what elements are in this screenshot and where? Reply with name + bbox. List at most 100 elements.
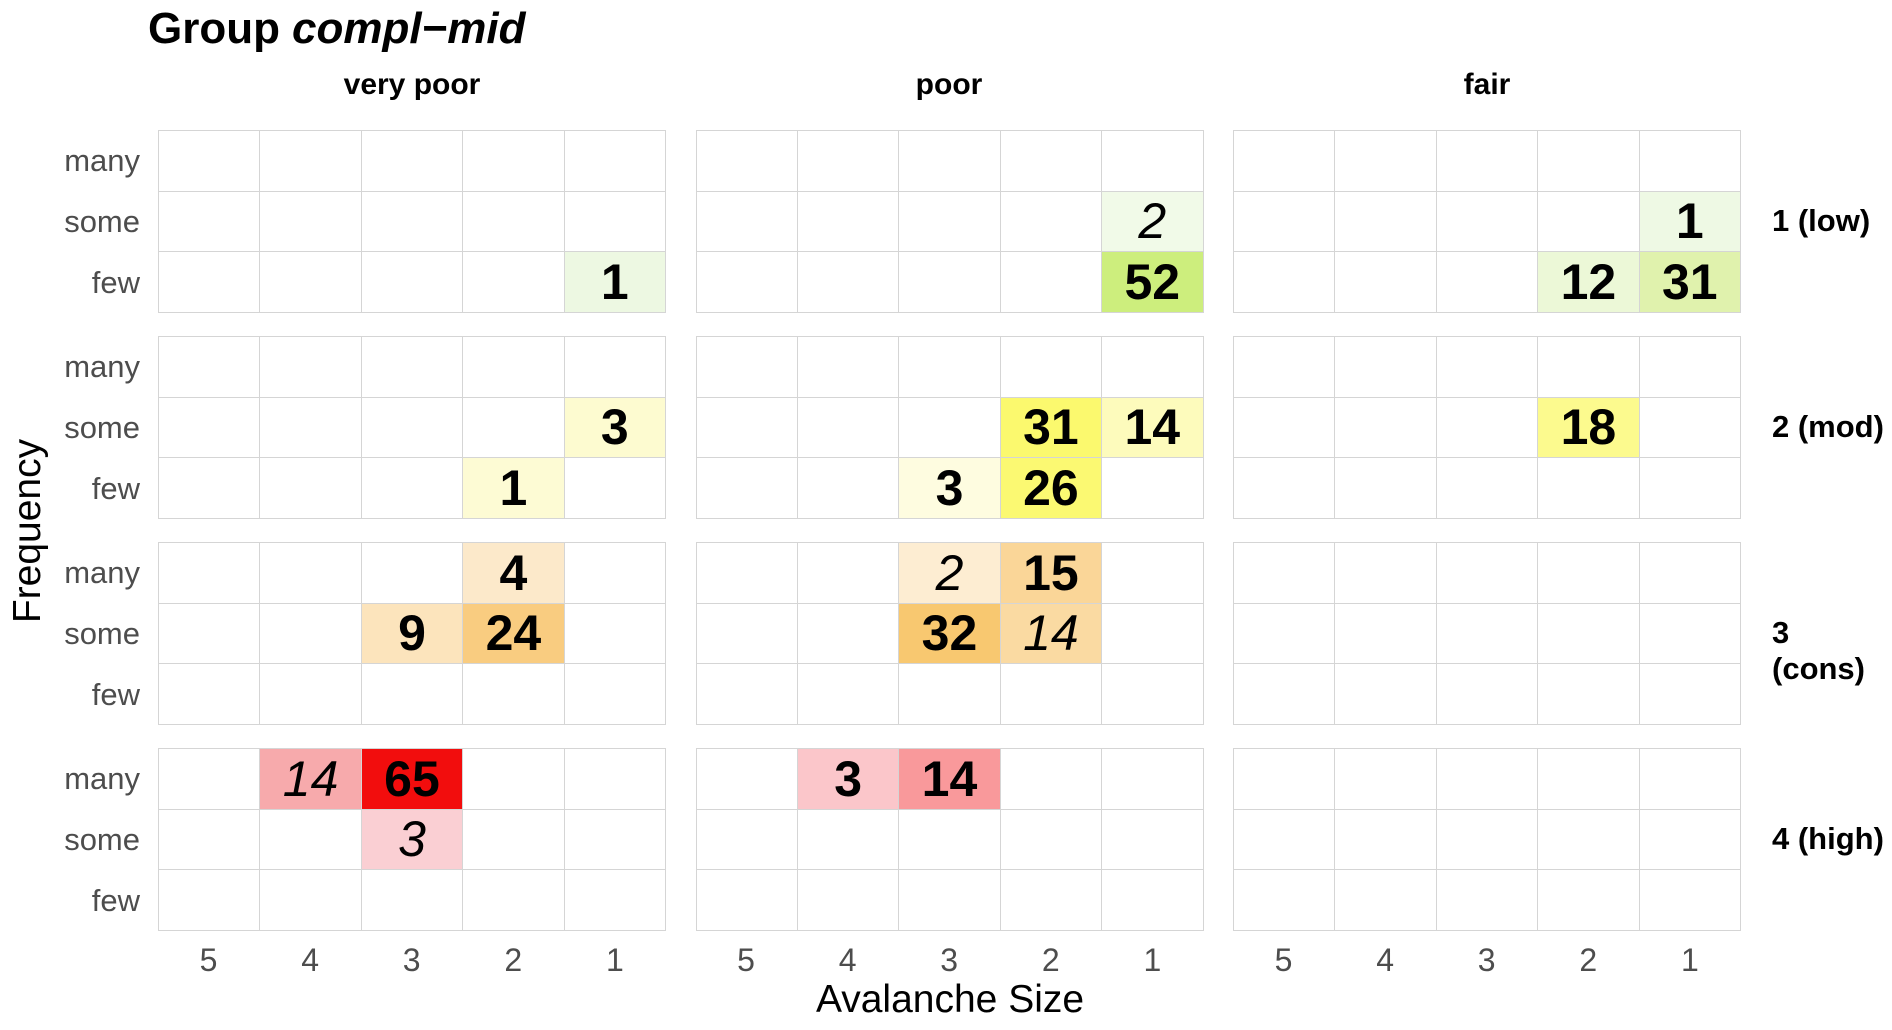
heatmap-cell-empty <box>1436 603 1538 664</box>
heatmap-cell-empty <box>696 191 797 252</box>
heatmap-cell-empty <box>1234 664 1335 724</box>
heatmap-cell-empty <box>1639 397 1740 458</box>
heatmap-cell-empty <box>1639 870 1740 930</box>
heatmap-cell-empty <box>1000 252 1102 312</box>
facet-panel: 1 <box>158 130 666 313</box>
heatmap-cell-empty <box>1000 337 1102 397</box>
y-axis-category-label: some <box>64 204 140 239</box>
heatmap-cell-empty <box>260 397 361 458</box>
heatmap-cell-empty <box>361 543 463 603</box>
x-axis-tick-label: 3 <box>402 942 421 978</box>
heatmap-cell-empty <box>463 252 564 312</box>
x-axis-tick-label: 1 <box>1143 942 1162 978</box>
x-axis-tick-label: 2 <box>1579 942 1598 978</box>
heatmap-cell-empty <box>564 337 665 397</box>
facet-panel: 18 <box>1233 336 1741 519</box>
heatmap-cell-empty <box>260 337 361 397</box>
heatmap-cell-empty <box>564 603 665 664</box>
heatmap-cell-empty <box>361 131 463 191</box>
heatmap-cell-empty <box>1335 749 1436 809</box>
heatmap-cell-empty <box>1000 749 1102 809</box>
heatmap-cell: 9 <box>361 603 463 664</box>
heatmap-cell-empty <box>1000 664 1102 724</box>
heatmap-cell-empty <box>1234 252 1335 312</box>
heatmap-cell-empty <box>564 749 665 809</box>
facet-panel: 31 14 3 26 <box>695 336 1204 519</box>
facet-column-header-fair: fair <box>1463 68 1511 101</box>
facet-panel <box>1233 748 1741 931</box>
heatmap-cell-empty <box>260 664 361 724</box>
heatmap-cell-empty <box>797 458 899 518</box>
heatmap-cell-empty <box>1538 809 1639 870</box>
heatmap-cell-empty <box>463 809 564 870</box>
heatmap-cell-empty <box>1538 337 1639 397</box>
heatmap-cell-empty <box>696 749 797 809</box>
heatmap-cell-empty <box>463 337 564 397</box>
heatmap-cell-empty <box>1538 543 1639 603</box>
y-axis-category-label: many <box>64 761 140 796</box>
heatmap-cell: 14 <box>260 749 361 809</box>
heatmap-cell-empty <box>899 809 1000 870</box>
heatmap-cell-empty <box>696 603 797 664</box>
heatmap-cell-empty <box>1436 337 1538 397</box>
heatmap-cell-empty <box>260 131 361 191</box>
heatmap-cell-empty <box>1436 749 1538 809</box>
heatmap-cell-empty <box>1335 131 1436 191</box>
heatmap-cell-empty <box>159 337 260 397</box>
heatmap-cell-empty <box>463 191 564 252</box>
heatmap-cell-empty <box>159 191 260 252</box>
heatmap-cell: 14 <box>1000 603 1102 664</box>
y-axis-category-label: some <box>64 616 140 651</box>
heatmap-cell: 3 <box>361 809 463 870</box>
heatmap-cell-empty <box>159 870 260 930</box>
facet-panel <box>1233 542 1741 725</box>
heatmap-cell: 1 <box>564 252 665 312</box>
heatmap-cell-empty <box>1234 603 1335 664</box>
heatmap-cell-empty <box>564 809 665 870</box>
heatmap-cell-empty <box>1639 337 1740 397</box>
heatmap-cell: 14 <box>1102 397 1203 458</box>
y-axis-category-label: many <box>64 349 140 384</box>
heatmap-cell-empty <box>1639 809 1740 870</box>
heatmap-cell: 31 <box>1639 252 1740 312</box>
heatmap-cell-empty <box>1102 664 1203 724</box>
heatmap-cell-empty <box>1639 543 1740 603</box>
heatmap-cell-empty <box>1538 870 1639 930</box>
facet-row-label-cons: 3 (cons) <box>1772 615 1865 686</box>
chart-title: Group compl−mid <box>148 4 525 54</box>
heatmap-cell-empty <box>1335 252 1436 312</box>
heatmap-cell-empty <box>1234 337 1335 397</box>
x-axis-tick-label: 5 <box>1274 942 1293 978</box>
x-axis-title: Avalanche Size <box>815 978 1085 1021</box>
x-axis-tick-label: 2 <box>1041 942 1060 978</box>
heatmap-cell-empty <box>1102 543 1203 603</box>
heatmap-cell: 18 <box>1538 397 1639 458</box>
y-axis-category-label: many <box>64 555 140 590</box>
heatmap-cell-empty <box>361 870 463 930</box>
heatmap-cell-empty <box>1436 131 1538 191</box>
heatmap-cell-empty <box>463 870 564 930</box>
heatmap-cell: 15 <box>1000 543 1102 603</box>
chart-title-group-name: compl−mid <box>291 4 526 53</box>
heatmap-cell-empty <box>1102 603 1203 664</box>
heatmap-cell-empty <box>564 131 665 191</box>
x-axis-tick-label: 1 <box>1680 942 1699 978</box>
heatmap-cell-empty <box>463 131 564 191</box>
facet-panel: 4 9 24 <box>158 542 666 725</box>
heatmap-cell: 2 <box>899 543 1000 603</box>
x-axis-tick-label: 3 <box>1477 942 1496 978</box>
heatmap-cell: 65 <box>361 749 463 809</box>
heatmap-cell-empty <box>1538 191 1639 252</box>
heatmap-cell-empty <box>797 397 899 458</box>
heatmap-cell-empty <box>1102 749 1203 809</box>
heatmap-cell-empty <box>1102 809 1203 870</box>
heatmap-cell-empty <box>797 603 899 664</box>
heatmap-cell-empty <box>797 337 899 397</box>
heatmap-cell-empty <box>1234 397 1335 458</box>
heatmap-cell-empty <box>696 337 797 397</box>
heatmap-cell-empty <box>1335 870 1436 930</box>
heatmap-cell-empty <box>1639 749 1740 809</box>
heatmap-cell-empty <box>463 664 564 724</box>
